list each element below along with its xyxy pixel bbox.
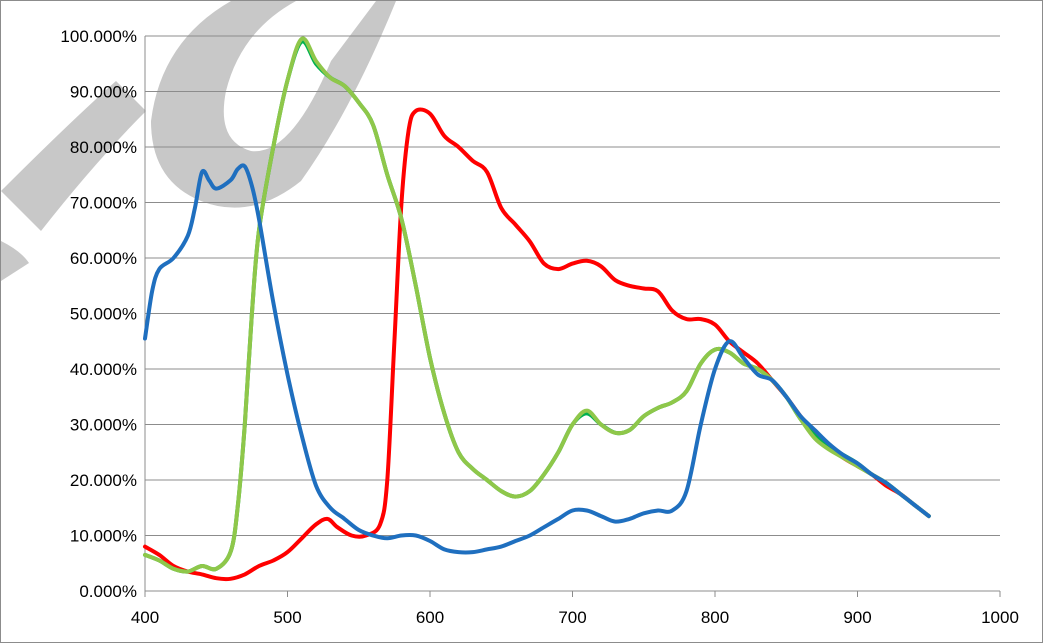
y-tick-label: 20.000% (70, 471, 137, 490)
y-tick-label: 90.000% (70, 83, 137, 102)
y-tick-label: 80.000% (70, 138, 137, 157)
gridlines (145, 35, 1000, 536)
series-line-4 (143, 163, 931, 555)
y-tick-label: 60.000% (70, 249, 137, 268)
y-tick-label: 100.000% (60, 27, 137, 46)
x-tick-label: 1000 (981, 608, 1019, 627)
axes (144, 36, 1001, 597)
watermark-shape (1, 241, 29, 281)
y-tick-label: 0.000% (79, 582, 137, 601)
x-tick-label: 500 (273, 608, 301, 627)
y-tick-label: 70.000% (70, 194, 137, 213)
x-tick-label: 800 (701, 608, 729, 627)
x-tick-label: 700 (558, 608, 586, 627)
series-line-2 (143, 39, 931, 574)
y-tick-label: 10.000% (70, 527, 137, 546)
y-tick-labels: 0.000% 10.000% 20.000% 30.000% 40.000% 50.000… (60, 27, 137, 601)
x-tick-label: 900 (843, 608, 871, 627)
watermark-shape (1, 81, 146, 231)
y-tick-label: 40.000% (70, 360, 137, 379)
x-tick-label: 400 (131, 608, 159, 627)
series-lines (143, 36, 931, 582)
series-line-3 (143, 36, 931, 574)
y-tick-label: 50.000% (70, 305, 137, 324)
x-tick-labels: 400 500 600 700 800 900 1000 (131, 608, 1019, 627)
y-tick-label: 30.000% (70, 416, 137, 435)
watermark (1, 1, 396, 281)
watermark-shape (151, 1, 396, 208)
x-tick-label: 600 (416, 608, 444, 627)
